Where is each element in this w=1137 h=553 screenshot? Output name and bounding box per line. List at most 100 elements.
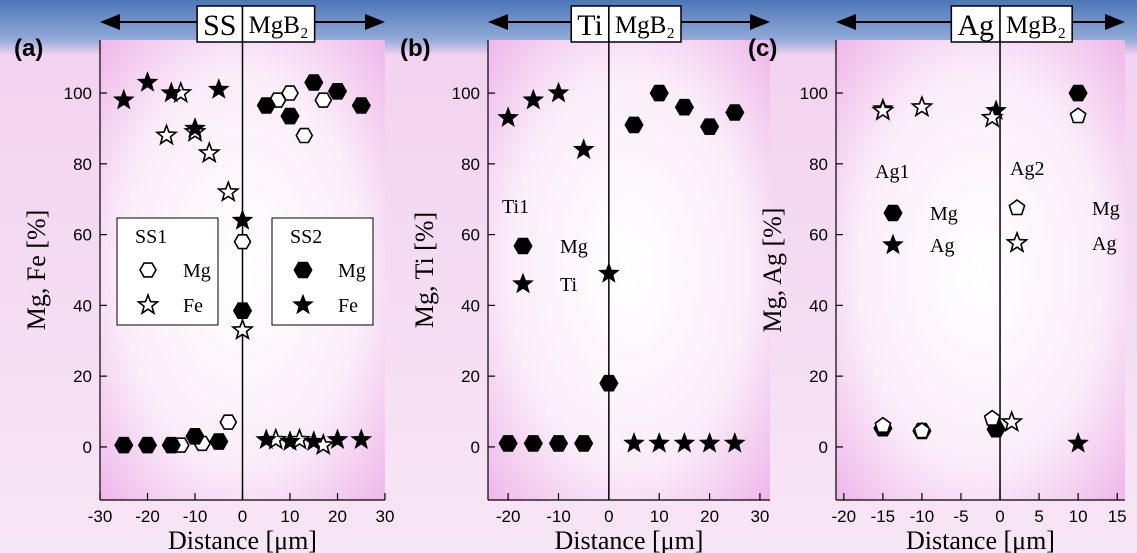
y-tick-label: 80 bbox=[809, 155, 828, 174]
legend-label: Mg bbox=[560, 236, 588, 258]
legend-marker bbox=[1005, 230, 1029, 253]
y-tick-label: 40 bbox=[73, 296, 92, 315]
data-point bbox=[673, 431, 696, 453]
data-point bbox=[219, 414, 238, 430]
x-tick-label: 5 bbox=[1034, 507, 1043, 526]
legend-label: Ag bbox=[1092, 233, 1116, 255]
data-point bbox=[233, 234, 252, 250]
y-axis-label: Mg, Ag [%] bbox=[758, 208, 787, 333]
legend-marker bbox=[292, 293, 314, 315]
legend-label: Fe bbox=[183, 295, 203, 317]
label-box bbox=[950, 5, 1001, 43]
data-point bbox=[304, 74, 324, 91]
legend-label: Mg bbox=[338, 260, 366, 282]
data-point bbox=[498, 435, 518, 452]
y-axis-label: Mg, Fe [%] bbox=[22, 210, 51, 331]
right-label: MgB₂ bbox=[249, 12, 309, 39]
legend-label: Mg bbox=[930, 203, 958, 225]
x-tick-label: -10 bbox=[546, 507, 571, 526]
data-point bbox=[983, 409, 1001, 426]
x-tick-label: 0 bbox=[995, 507, 1004, 526]
x-tick-label: 0 bbox=[604, 507, 613, 526]
data-point bbox=[674, 98, 694, 116]
x-tick-label: -10 bbox=[910, 507, 935, 526]
y-tick-label: 100 bbox=[800, 84, 828, 103]
x-tick-label: -30 bbox=[88, 507, 113, 526]
data-point bbox=[209, 433, 229, 450]
data-point bbox=[871, 98, 895, 121]
data-point bbox=[216, 179, 240, 203]
panel-label: (c) bbox=[748, 35, 777, 62]
x-tick-label: -20 bbox=[832, 507, 857, 526]
data-point bbox=[281, 85, 299, 101]
plot-area bbox=[488, 40, 770, 500]
y-tick-label: 0 bbox=[83, 438, 92, 457]
data-point bbox=[1067, 431, 1089, 453]
data-point bbox=[184, 117, 206, 138]
x-tick-label: 10 bbox=[650, 507, 669, 526]
data-point bbox=[523, 435, 543, 452]
data-point bbox=[207, 78, 230, 99]
data-point bbox=[723, 431, 746, 453]
legend-box bbox=[116, 217, 219, 326]
left-label: Ti bbox=[577, 9, 603, 42]
legend-title: SS1 bbox=[135, 226, 167, 248]
data-point bbox=[913, 422, 931, 439]
data-point bbox=[700, 118, 720, 135]
legend-marker bbox=[136, 292, 160, 315]
right-label: MgB₂ bbox=[615, 12, 675, 39]
x-tick-label: 20 bbox=[700, 507, 719, 526]
data-point bbox=[648, 431, 671, 453]
data-point bbox=[597, 262, 620, 283]
x-tick-label: -15 bbox=[871, 507, 896, 526]
data-point bbox=[1068, 84, 1088, 102]
data-point bbox=[295, 127, 314, 144]
data-point bbox=[185, 428, 205, 445]
data-point bbox=[137, 436, 158, 454]
data-point bbox=[160, 81, 183, 103]
data-point bbox=[874, 416, 892, 433]
data-point bbox=[279, 430, 301, 451]
x-tick-label: 10 bbox=[281, 507, 300, 526]
data-point bbox=[980, 105, 1004, 128]
data-point bbox=[725, 104, 745, 121]
data-point bbox=[599, 374, 619, 392]
left-label: SS bbox=[203, 9, 236, 42]
legend-label: Fe bbox=[338, 295, 358, 317]
legend-marker bbox=[883, 204, 903, 222]
data-point bbox=[350, 428, 373, 450]
x-tick-label: -20 bbox=[135, 507, 160, 526]
data-point bbox=[256, 97, 276, 114]
y-tick-label: 80 bbox=[461, 155, 480, 174]
y-tick-label: 0 bbox=[819, 438, 828, 457]
panel-label: (a) bbox=[14, 35, 43, 62]
data-point bbox=[314, 92, 333, 108]
data-point bbox=[623, 431, 645, 453]
legend-label: Ti bbox=[560, 274, 578, 296]
y-tick-label: 60 bbox=[809, 226, 828, 245]
x-tick-label: 30 bbox=[750, 507, 769, 526]
data-point bbox=[522, 88, 545, 110]
data-point bbox=[136, 71, 159, 92]
y-tick-label: 40 bbox=[809, 296, 828, 315]
data-point bbox=[154, 123, 179, 146]
x-tick-label: 30 bbox=[376, 507, 395, 526]
y-tick-label: 20 bbox=[73, 367, 92, 386]
legend-marker bbox=[293, 261, 313, 279]
data-point bbox=[302, 430, 325, 451]
legend-marker bbox=[1008, 199, 1026, 216]
x-axis-label: Distance [μm] bbox=[168, 526, 317, 553]
legend-title: SS2 bbox=[290, 226, 322, 248]
data-point bbox=[280, 107, 300, 125]
data-point bbox=[255, 428, 278, 450]
y-tick-label: 100 bbox=[452, 84, 480, 103]
data-point bbox=[351, 97, 371, 114]
data-point bbox=[114, 436, 134, 454]
legend-label: Mg bbox=[183, 260, 211, 282]
y-tick-label: 20 bbox=[461, 367, 480, 386]
data-point bbox=[230, 317, 255, 341]
x-tick-label: 20 bbox=[328, 507, 347, 526]
data-point bbox=[1069, 107, 1087, 124]
y-tick-label: 80 bbox=[73, 155, 92, 174]
